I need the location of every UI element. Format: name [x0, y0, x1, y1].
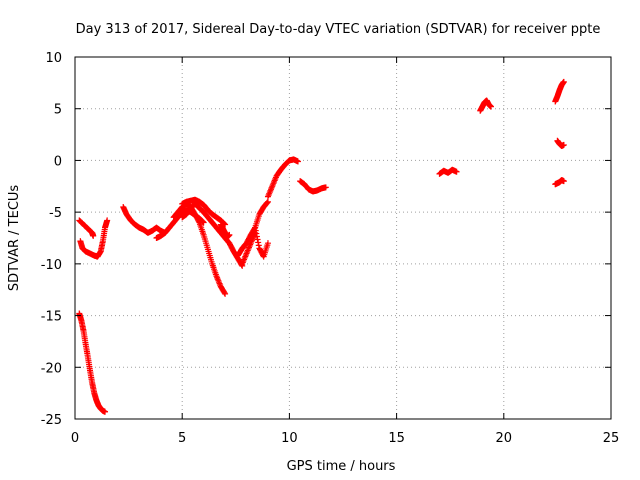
data-point	[254, 236, 261, 243]
y-tick-label: -15	[41, 310, 62, 325]
data-point	[90, 232, 97, 239]
data-point	[222, 290, 229, 297]
data-point	[264, 198, 271, 205]
series-seg-a1	[76, 217, 97, 239]
data-point	[221, 289, 228, 296]
series-seg-d1	[264, 156, 301, 200]
series-seg-b1	[120, 203, 169, 236]
y-tick-label: -5	[49, 206, 62, 221]
data-point	[255, 242, 262, 249]
y-tick-label: 10	[45, 51, 62, 66]
chart-title: Day 313 of 2017, Sidereal Day-to-day VTE…	[76, 22, 601, 37]
data-point	[560, 141, 567, 148]
x-tick-label: 10	[281, 431, 298, 446]
series-seg-g1	[477, 97, 494, 114]
series-seg-a2	[77, 217, 111, 260]
x-tick-label: 0	[71, 431, 79, 446]
axis-ticks: 0 5 10 15 20 25 -25 -20 -15 -10 -5 0 5 10	[41, 51, 620, 446]
data-point	[487, 103, 494, 110]
data-point	[102, 408, 109, 415]
series-seg-h2	[554, 137, 567, 149]
data-point	[226, 231, 233, 238]
data-point	[195, 218, 202, 225]
data-point	[294, 158, 301, 165]
data-point	[252, 229, 259, 236]
x-axis-title: GPS time / hours	[287, 459, 396, 474]
series-seg-h3	[552, 177, 567, 188]
series-seg-h1	[552, 78, 567, 105]
x-tick-label: 25	[603, 431, 620, 446]
plot-frame	[74, 56, 612, 420]
y-tick-label: 0	[54, 154, 62, 169]
series-seg-f1	[436, 166, 460, 177]
data-point	[104, 217, 111, 224]
grid-lines	[75, 57, 611, 419]
series-seg-c3	[239, 229, 259, 267]
y-tick-label: -20	[41, 361, 62, 376]
data-point	[264, 240, 271, 247]
data-points	[76, 78, 567, 415]
series-seg-a3	[76, 310, 109, 415]
data-point	[453, 168, 460, 175]
series-seg-c1	[217, 221, 233, 240]
data-point	[560, 178, 567, 185]
y-tick-label: 5	[54, 103, 62, 118]
series-seg-c4	[252, 198, 271, 231]
data-point	[264, 199, 271, 206]
data-point	[322, 184, 329, 191]
series-seg-b5	[179, 196, 229, 228]
data-point	[560, 78, 567, 85]
data-point	[255, 239, 262, 246]
y-tick-label: -25	[41, 413, 62, 428]
series-seg-e1	[297, 178, 329, 195]
series-seg-b4	[179, 200, 246, 269]
x-tick-label: 5	[178, 431, 186, 446]
x-tick-label: 15	[388, 431, 405, 446]
y-axis-title: SDTVAR / TECUs	[7, 185, 22, 292]
x-tick-label: 20	[496, 431, 513, 446]
y-tick-label: -10	[41, 258, 62, 273]
